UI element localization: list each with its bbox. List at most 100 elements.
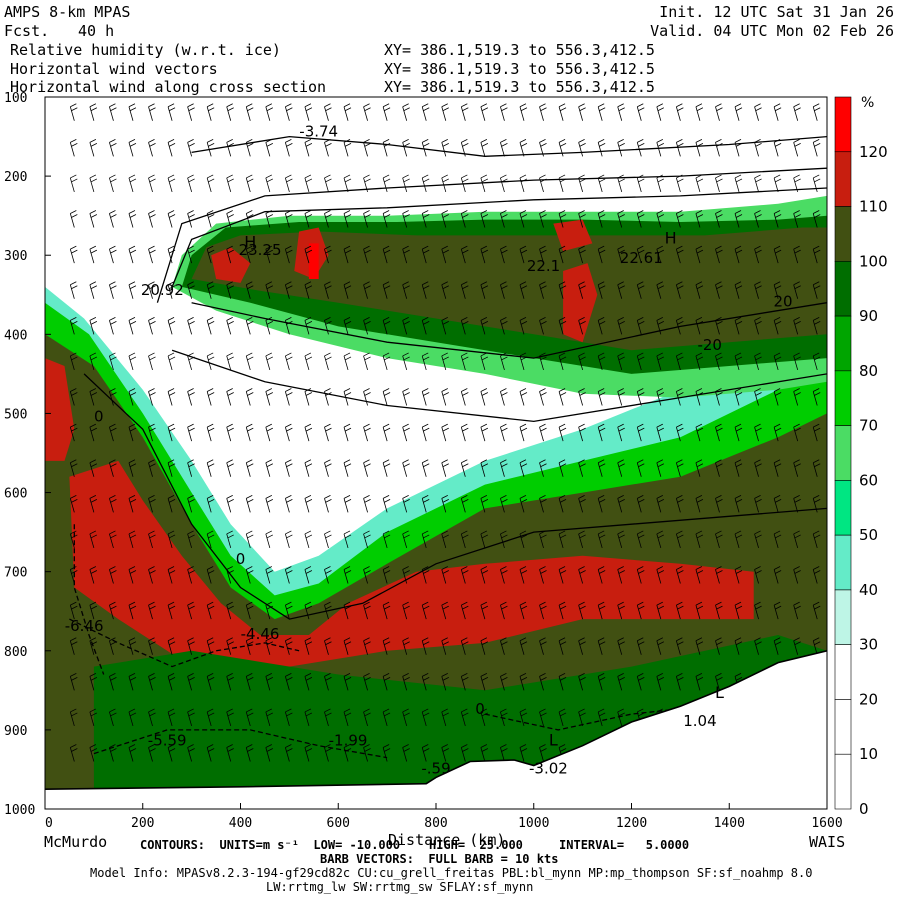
wind-barb (265, 281, 274, 299)
wind-barb (539, 494, 547, 513)
wind-barb (597, 103, 606, 121)
wind-barb (69, 530, 78, 549)
wind-barb (304, 459, 313, 477)
wind-barb (69, 566, 78, 584)
wind-barb (245, 566, 254, 584)
wind-barb (656, 672, 665, 691)
wind-barb (675, 566, 684, 584)
wind-barb (304, 103, 313, 121)
wind-barb (500, 566, 508, 584)
wind-barb (363, 316, 371, 335)
wind-barb (500, 388, 508, 406)
y-tick-label: 600 (4, 487, 27, 502)
wind-barb (363, 494, 371, 513)
wind-barb (421, 494, 430, 513)
wind-barb (128, 708, 137, 727)
wind-barb (402, 210, 410, 228)
wind-barb (284, 530, 293, 549)
wind-barb (617, 281, 625, 299)
wind-barbs (69, 103, 821, 762)
wind-barb (402, 601, 410, 620)
contour-label: -.59 (421, 759, 450, 777)
wind-barb (812, 388, 821, 406)
wind-barb (773, 423, 782, 442)
colorbar-swatch (834, 315, 852, 372)
wind-barb (636, 210, 645, 228)
wind-barb (656, 637, 665, 655)
init-time: Init. 12 UTC Sat 31 Jan 26 (659, 3, 894, 21)
colorbar-swatch (834, 480, 852, 536)
wind-barb (500, 637, 508, 655)
wind-barb (656, 281, 665, 299)
wind-barb (500, 601, 508, 620)
wind-barb (675, 459, 684, 477)
contour-label: -20 (697, 336, 722, 354)
wind-barb (402, 672, 410, 691)
wind-barb (754, 245, 762, 264)
wind-barb (695, 637, 704, 655)
wind-barb (187, 316, 195, 335)
contour-label: -6.46 (65, 617, 104, 635)
wind-barb (597, 138, 606, 157)
wind-barb (636, 281, 645, 299)
wind-barb (656, 388, 665, 406)
wind-barb (343, 672, 352, 691)
wind-barb (206, 352, 215, 371)
wind-barb (715, 316, 723, 335)
wind-barb (402, 103, 410, 121)
model-title: AMPS 8-km MPAS (4, 3, 131, 21)
wind-barb (734, 210, 743, 228)
colorbar-swatch (834, 261, 852, 317)
wind-barb (343, 494, 352, 513)
wind-barb (206, 566, 215, 584)
wind-barb (675, 103, 684, 121)
wind-barb (402, 459, 410, 477)
wind-barb (167, 744, 176, 762)
colorbar-swatch (834, 589, 852, 645)
wind-barb (480, 530, 489, 549)
wind-barb (460, 530, 469, 549)
contour-line (93, 729, 388, 759)
wind-barb (480, 352, 489, 371)
wind-barb (343, 708, 352, 727)
wind-barb (304, 281, 313, 299)
wind-barb (519, 637, 528, 655)
wind-barb (519, 210, 528, 228)
wind-barb (636, 637, 645, 655)
wind-barb (519, 103, 528, 121)
wind-barb (265, 388, 274, 406)
wind-barb (675, 672, 684, 691)
wind-barb (578, 210, 586, 228)
wind-barb (382, 423, 391, 442)
wind-barb (539, 388, 547, 406)
wind-barb (363, 637, 371, 655)
wind-barb (226, 352, 234, 371)
wind-barb (754, 566, 762, 584)
wind-barb (812, 174, 821, 193)
wind-barb (148, 637, 156, 655)
contour-line (73, 524, 105, 675)
wind-barb (128, 423, 137, 442)
wind-barb (206, 210, 215, 228)
wind-barb (324, 566, 332, 584)
wind-barb (148, 138, 156, 157)
wind-barb (167, 138, 176, 157)
wind-barb (734, 352, 743, 371)
wind-barb (324, 601, 332, 620)
wind-barb (421, 388, 430, 406)
wind-barb (265, 352, 274, 371)
wind-barb (812, 530, 821, 549)
wind-barb (812, 103, 821, 121)
y-tick-label: 500 (4, 407, 27, 422)
wind-barb (382, 566, 391, 584)
wind-barb (441, 103, 449, 121)
wind-barb (187, 388, 195, 406)
wind-barb (324, 388, 332, 406)
y-tick-label: 300 (4, 249, 27, 264)
wind-barb (715, 138, 723, 157)
wind-barb (148, 530, 156, 549)
wind-barb (636, 174, 645, 193)
wind-barb (695, 281, 704, 299)
wind-barb (206, 423, 215, 442)
wind-barb (343, 388, 352, 406)
